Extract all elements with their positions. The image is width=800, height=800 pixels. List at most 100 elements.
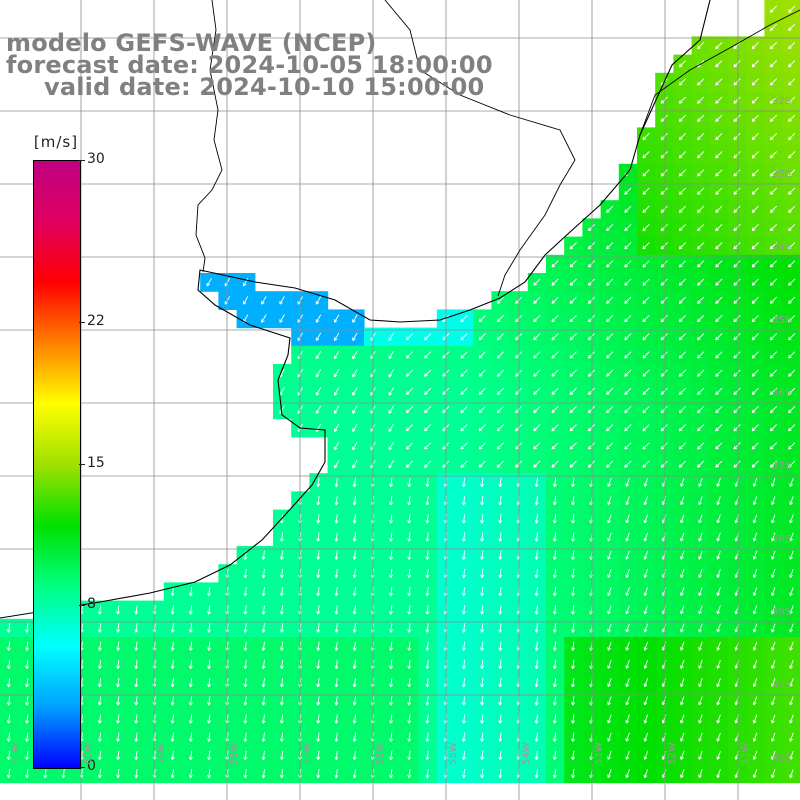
wind-arrow [116,659,120,670]
wind-arrow [551,387,559,395]
wind-arrow [498,677,503,688]
wind-arrow [478,351,486,359]
wind-arrow [6,641,11,651]
wind-arrow [642,442,650,450]
wind-arrow [389,550,393,560]
wind-arrow [697,242,705,250]
wind-arrow [571,641,575,651]
wind-arrow [715,314,723,323]
wind-arrow [716,678,721,688]
wind-arrow [25,623,29,633]
wind-arrow [461,532,466,542]
wind-arrow [389,568,393,579]
wind-arrow [642,132,650,141]
wind-arrow [660,169,668,177]
wind-arrow [134,623,139,633]
wind-arrow [680,477,685,487]
wind-arrow [424,424,432,432]
wind-arrow [788,78,796,86]
wind-arrow [698,532,703,542]
wind-arrow [498,732,503,742]
wind-arrow [569,242,577,250]
wind-arrow [788,132,796,141]
longitude-label: 56W [375,742,386,765]
wind-arrow [116,605,120,615]
wind-arrow [534,659,539,670]
wind-arrow [389,477,393,488]
wind-arrow [207,641,211,651]
wind-arrow [6,696,11,706]
wind-arrow [715,260,723,268]
wind-arrow [552,750,557,761]
wind-arrow [352,368,358,378]
wind-arrow [716,477,721,487]
wind-arrow [715,187,723,195]
wind-speed-cell [200,273,219,292]
wind-arrow [533,369,541,377]
wind-arrow [606,369,614,377]
wind-arrow [771,587,776,597]
colorbar-unit: [m/s] [33,133,79,151]
wind-arrow [660,96,668,104]
wind-arrow [625,623,630,633]
wind-arrow [660,278,668,286]
wind-arrow [660,296,668,304]
wind-arrow [134,714,139,724]
wind-speed-cell [236,273,256,292]
wind-arrow [697,369,705,377]
wind-arrow [461,623,466,633]
wind-arrow [698,678,703,688]
wind-arrow [643,532,649,542]
wind-arrow [771,714,776,724]
wind-arrow [751,460,759,468]
wind-arrow [771,659,776,669]
wind-arrow [405,369,414,377]
wind-arrow [569,387,577,395]
wind-arrow [478,405,486,414]
wind-arrow [751,333,759,341]
wind-arrow [352,714,357,724]
wind-arrow [788,41,796,50]
wind-arrow [425,568,430,579]
wind-arrow [243,641,248,651]
wind-arrow [680,587,685,597]
wind-arrow [97,768,102,779]
wind-arrow [496,333,505,341]
wind-arrow [751,260,759,268]
wind-arrow [116,732,120,742]
wind-arrow [478,333,486,341]
colorbar-tick-mark [79,160,85,161]
wind-arrow [625,714,630,724]
wind-arrow [551,424,559,432]
wind-arrow [606,223,614,232]
wind-arrow [425,514,430,524]
wind-arrow [716,568,721,578]
wind-arrow [606,442,614,450]
wind-arrow [624,278,632,286]
wind-arrow [334,477,339,488]
wind-arrow [789,532,794,542]
wind-arrow [752,514,758,524]
wind-arrow [788,151,796,159]
wind-arrow [569,405,577,414]
wind-arrow [534,532,539,542]
wind-arrow [352,677,357,688]
wind-arrow [769,132,778,141]
wind-arrow [769,41,778,50]
wind-arrow [788,205,796,213]
wind-arrow [424,460,432,468]
wind-arrow [569,278,577,286]
wind-arrow [405,405,414,414]
wind-arrow [334,568,339,579]
wind-arrow [751,205,759,213]
wind-arrow [587,296,596,304]
wind-arrow [625,696,630,706]
wind-arrow [388,459,394,469]
wind-arrow [170,586,175,597]
wind-arrow [715,442,723,450]
wind-arrow [698,514,703,524]
wind-arrow [407,714,412,724]
wind-arrow [752,641,758,651]
wind-arrow [480,586,484,597]
wind-arrow [407,623,412,633]
